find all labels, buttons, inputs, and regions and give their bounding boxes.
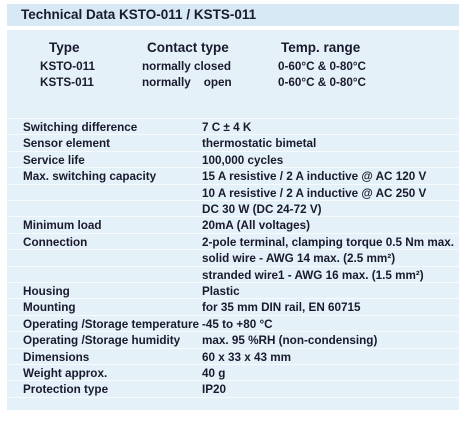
- row-divider: [7, 183, 459, 185]
- spec-label: Max. switching capacity: [23, 170, 157, 184]
- row-divider: [7, 134, 459, 136]
- spec-value: max. 95 %RH (non-condensing): [202, 334, 378, 348]
- spec-label: Operating /Storage humidity: [23, 334, 181, 348]
- spec-value: IP20: [202, 383, 227, 397]
- spec-label: Switching difference: [23, 121, 138, 134]
- spec-value: stranded wire1 - AWG 16 max. (1.5 mm²): [202, 268, 424, 282]
- spec-value: 7 C ± 4 K: [202, 121, 252, 134]
- spec-value: thermostatic bimetal: [202, 137, 317, 151]
- spec-value: 60 x 33 x 43 mm: [202, 350, 292, 364]
- contact-type-column-header: Contact type: [147, 40, 229, 55]
- row-divider: [7, 347, 459, 349]
- spec-label: Housing: [23, 285, 70, 298]
- spec-label: Weight approx.: [23, 367, 108, 380]
- row-divider: [7, 265, 459, 267]
- row-divider: [7, 118, 459, 119]
- row-divider: [7, 167, 459, 169]
- spec-label: Protection type: [23, 383, 109, 397]
- row-divider: [7, 150, 459, 152]
- spec-value: Plastic: [202, 285, 240, 298]
- type-cell: KSTO-011: [40, 60, 96, 73]
- spec-label: Service life: [23, 153, 85, 167]
- section-title: Technical Data KSTO-011 / KSTS-011: [21, 7, 257, 22]
- type-column-header: Type: [49, 40, 80, 55]
- spec-value: 15 A resistive / 2 A inductive @ AC 120 …: [202, 170, 427, 184]
- temp-range-column-header: Temp. range: [281, 40, 361, 55]
- spec-value: 20mA (All voltages): [202, 219, 311, 233]
- row-divider: [7, 298, 459, 300]
- spec-value: 10 A resistive / 2 A inductive @ AC 250 …: [202, 186, 427, 200]
- row-divider: [7, 216, 459, 218]
- row-divider: [7, 249, 459, 251]
- spec-label: Dimensions: [23, 350, 90, 364]
- spec-value: DC 30 W (DC 24-72 V): [202, 203, 322, 216]
- row-divider: [7, 331, 459, 333]
- tech-data-panel: Type Contact type Temp. range KSTO-011 n…: [7, 30, 459, 410]
- row-divider: [7, 200, 459, 201]
- spec-value: 100,000 cycles: [202, 153, 284, 167]
- spec-value: -45 to +80 °C: [202, 317, 273, 331]
- row-divider: [7, 232, 459, 234]
- contact-type-cell: normally closed: [142, 60, 231, 73]
- temp-range-cell: 0-60°C & 0-80°C: [278, 60, 366, 73]
- spec-value: for 35 mm DIN rail, EN 60715: [202, 301, 361, 315]
- spec-label: Connection: [23, 235, 88, 249]
- row-divider: [7, 282, 459, 283]
- spec-label: Operating /Storage temperature: [23, 317, 200, 331]
- spec-label: Mounting: [23, 301, 76, 315]
- spec-value: 40 g: [202, 367, 226, 380]
- temp-range-cell: 0-60°C & 0-80°C: [278, 76, 366, 89]
- spec-value: 2-pole terminal, clamping torque 0.5 Nm …: [202, 235, 454, 249]
- row-divider: [7, 380, 459, 382]
- spec-label: Minimum load: [23, 219, 102, 233]
- spec-value: solid wire - AWG 14 max. (2.5 mm²): [202, 252, 396, 266]
- row-divider: [7, 364, 459, 365]
- row-divider: [7, 396, 459, 398]
- spec-label: Sensor element: [23, 137, 111, 151]
- type-cell: KSTS-011: [40, 76, 94, 89]
- section-header: Technical Data KSTO-011 / KSTS-011: [7, 4, 459, 26]
- row-divider: [7, 314, 459, 316]
- contact-type-cell: normally open: [142, 76, 232, 89]
